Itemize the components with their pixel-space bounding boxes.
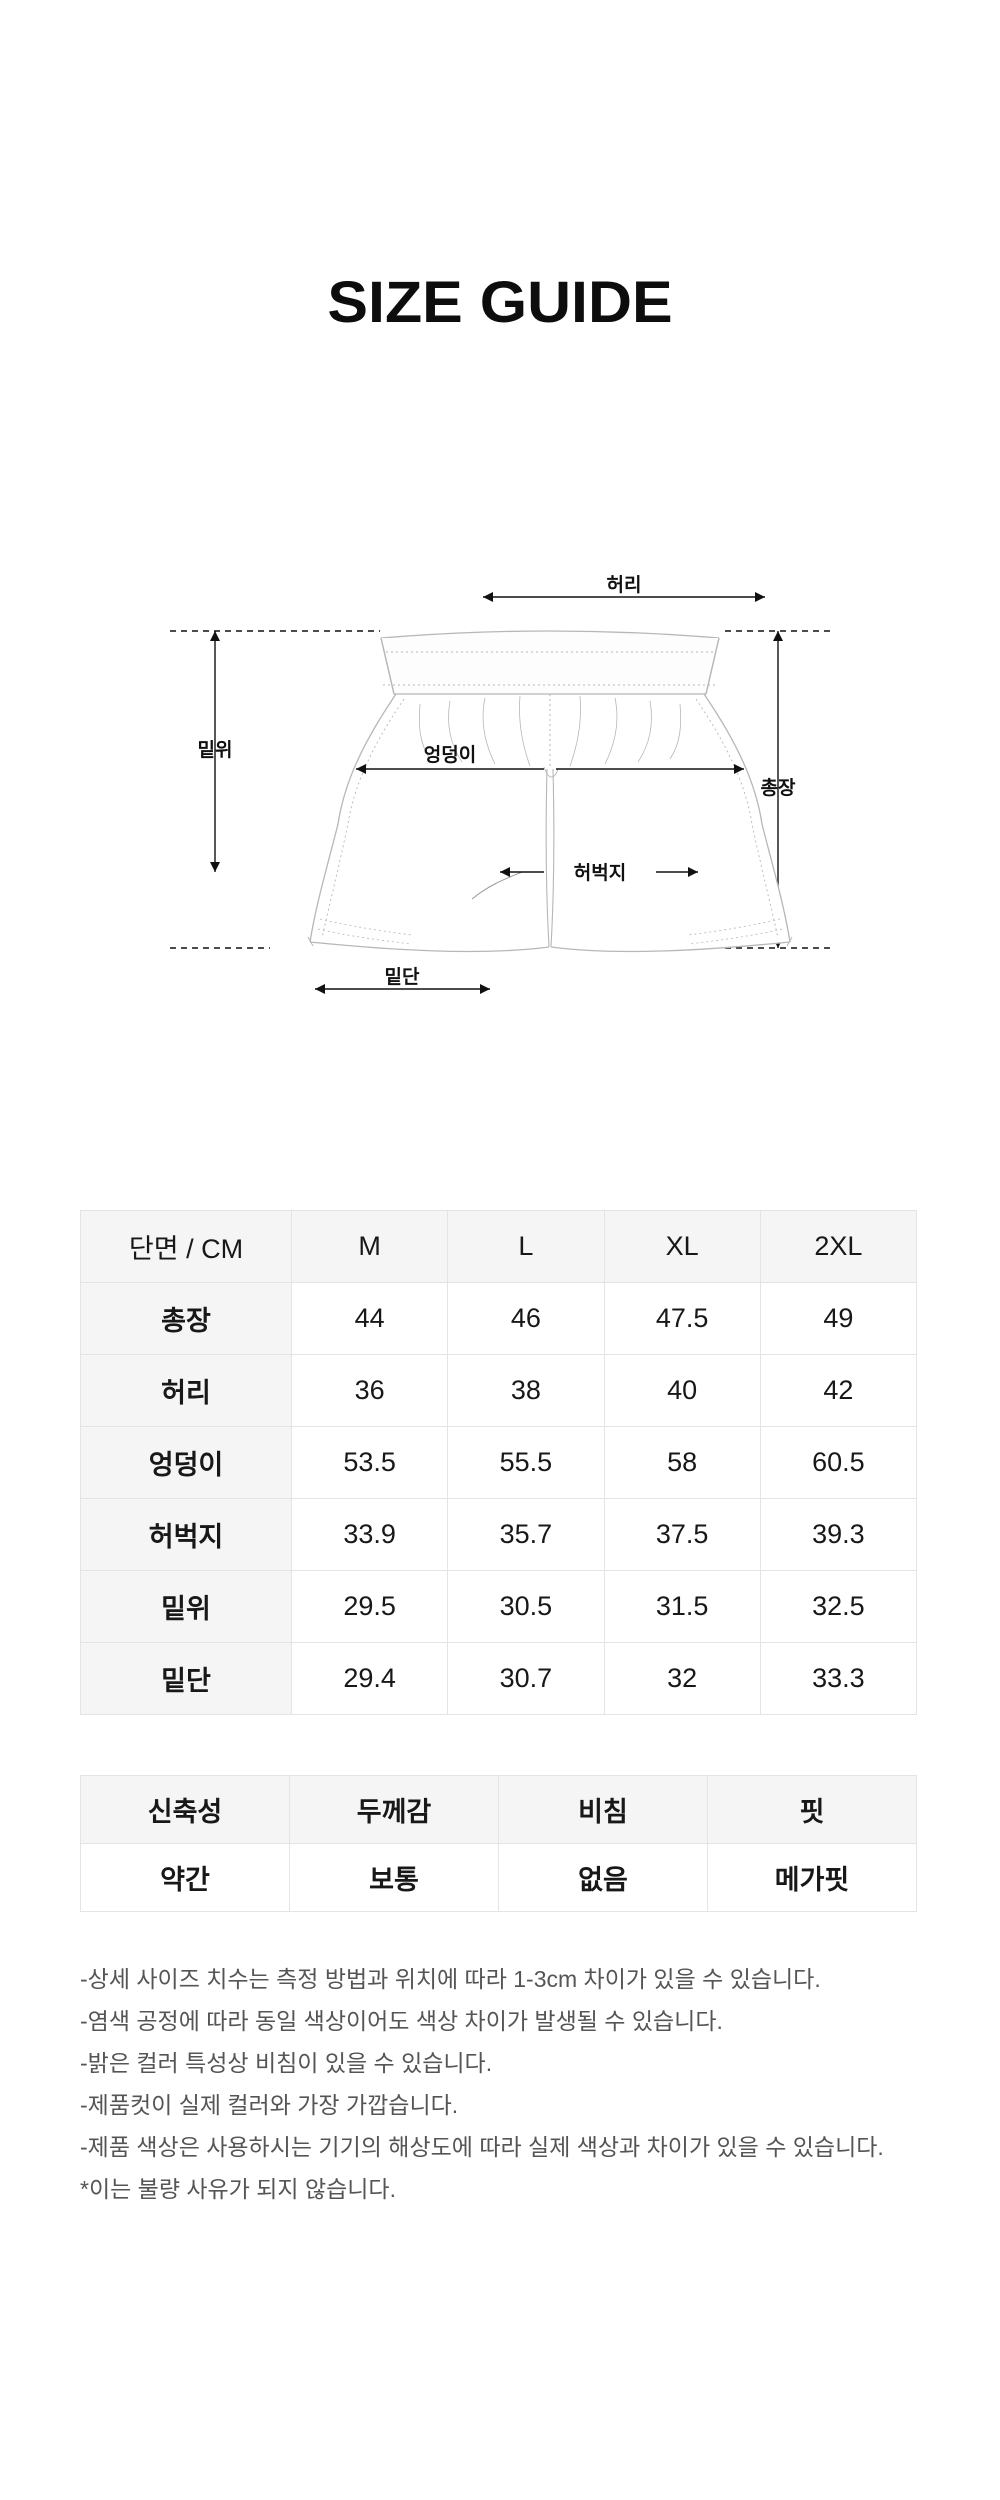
svg-text:허리: 허리 bbox=[607, 574, 642, 596]
svg-text:허벅지: 허벅지 bbox=[574, 862, 626, 884]
svg-text:밑단: 밑단 bbox=[385, 966, 420, 988]
svg-text:총장: 총장 bbox=[761, 777, 796, 799]
svg-text:엉덩이: 엉덩이 bbox=[424, 744, 476, 766]
svg-text:밑위: 밑위 bbox=[198, 739, 233, 761]
